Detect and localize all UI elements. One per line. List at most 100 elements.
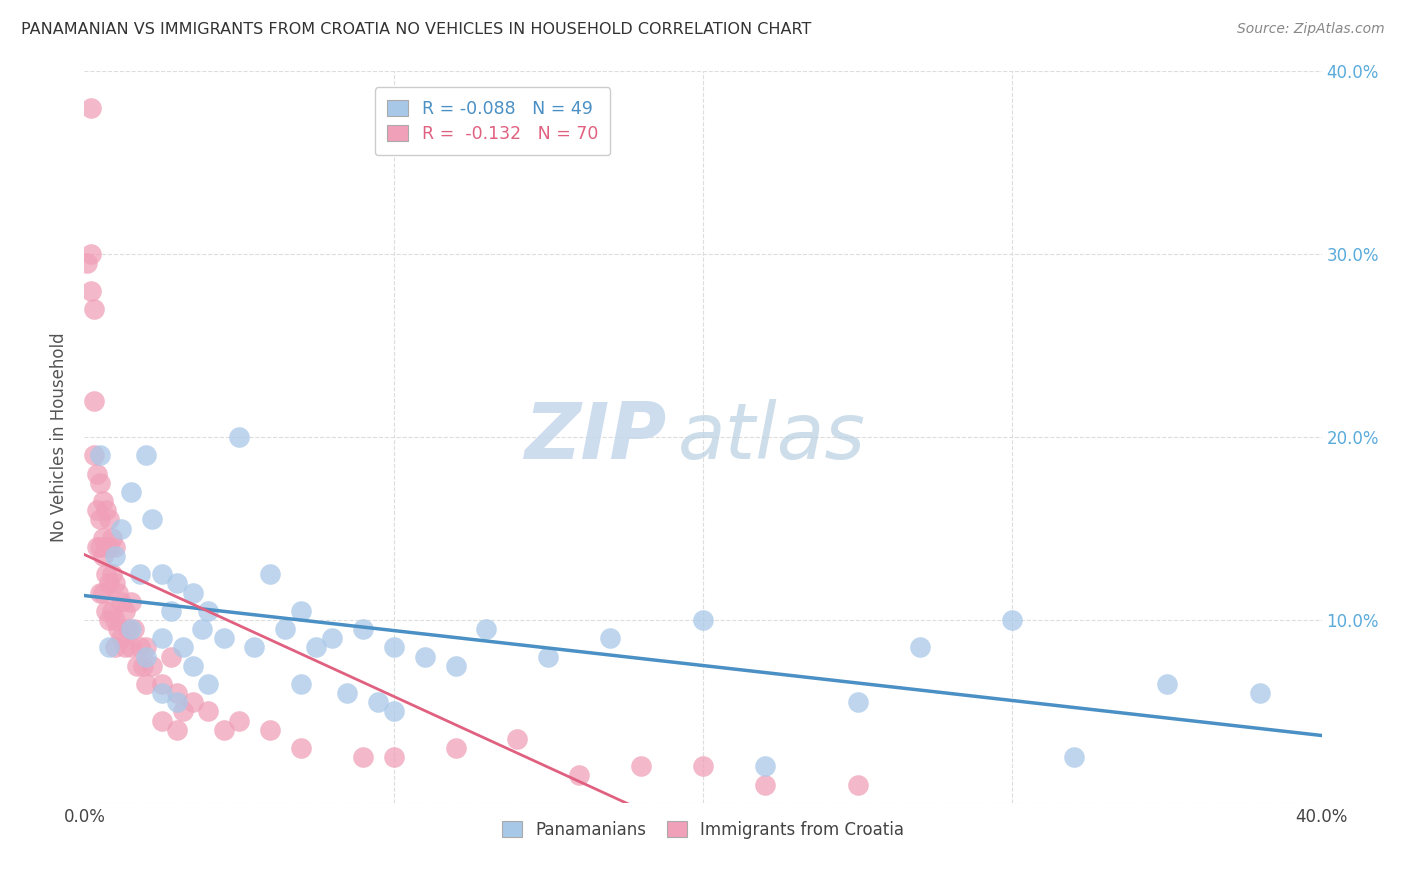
Point — [120, 640, 142, 655]
Point — [120, 622, 142, 636]
Point — [197, 705, 219, 719]
Point — [908, 640, 931, 655]
Point — [259, 567, 281, 582]
Point — [382, 705, 405, 719]
Point — [83, 448, 105, 462]
Point — [122, 622, 145, 636]
Point — [197, 677, 219, 691]
Point — [125, 658, 148, 673]
Point — [141, 658, 163, 673]
Point — [382, 640, 405, 655]
Point — [166, 576, 188, 591]
Point — [846, 695, 869, 709]
Point — [89, 540, 111, 554]
Point — [352, 622, 374, 636]
Point — [243, 640, 266, 655]
Y-axis label: No Vehicles in Household: No Vehicles in Household — [51, 332, 69, 542]
Point — [76, 256, 98, 270]
Point — [129, 640, 152, 655]
Point — [86, 467, 108, 481]
Point — [91, 585, 114, 599]
Point — [274, 622, 297, 636]
Point — [599, 632, 621, 646]
Point — [101, 604, 124, 618]
Point — [172, 640, 194, 655]
Point — [191, 622, 214, 636]
Point — [104, 540, 127, 554]
Point — [754, 778, 776, 792]
Point — [104, 576, 127, 591]
Point — [290, 604, 312, 618]
Point — [101, 531, 124, 545]
Point — [367, 695, 389, 709]
Point — [94, 503, 117, 517]
Point — [1063, 750, 1085, 764]
Point — [104, 549, 127, 563]
Point — [181, 585, 204, 599]
Point — [290, 740, 312, 755]
Point — [197, 604, 219, 618]
Point — [91, 531, 114, 545]
Point — [150, 677, 173, 691]
Point — [110, 521, 132, 535]
Point — [290, 677, 312, 691]
Point — [537, 649, 560, 664]
Point — [630, 759, 652, 773]
Point — [413, 649, 436, 664]
Point — [444, 740, 467, 755]
Point — [89, 448, 111, 462]
Point — [83, 393, 105, 408]
Point — [104, 640, 127, 655]
Point — [91, 494, 114, 508]
Point — [89, 475, 111, 490]
Point — [117, 622, 139, 636]
Point — [150, 632, 173, 646]
Point — [172, 705, 194, 719]
Point — [259, 723, 281, 737]
Point — [120, 594, 142, 608]
Point — [114, 640, 136, 655]
Text: PANAMANIAN VS IMMIGRANTS FROM CROATIA NO VEHICLES IN HOUSEHOLD CORRELATION CHART: PANAMANIAN VS IMMIGRANTS FROM CROATIA NO… — [21, 22, 811, 37]
Point — [150, 686, 173, 700]
Point — [692, 613, 714, 627]
Point — [101, 567, 124, 582]
Legend: Panamanians, Immigrants from Croatia: Panamanians, Immigrants from Croatia — [495, 814, 911, 846]
Point — [228, 714, 250, 728]
Point — [475, 622, 498, 636]
Point — [160, 604, 183, 618]
Point — [444, 658, 467, 673]
Point — [83, 301, 105, 317]
Point — [114, 604, 136, 618]
Point — [181, 695, 204, 709]
Point — [506, 731, 529, 746]
Point — [846, 778, 869, 792]
Point — [89, 512, 111, 526]
Point — [104, 613, 127, 627]
Point — [79, 101, 101, 115]
Point — [692, 759, 714, 773]
Point — [107, 585, 129, 599]
Point — [382, 750, 405, 764]
Point — [91, 549, 114, 563]
Point — [107, 622, 129, 636]
Point — [212, 723, 235, 737]
Point — [135, 640, 157, 655]
Point — [160, 649, 183, 664]
Point — [228, 430, 250, 444]
Point — [754, 759, 776, 773]
Point — [94, 540, 117, 554]
Point — [135, 649, 157, 664]
Point — [98, 576, 121, 591]
Point — [141, 512, 163, 526]
Point — [110, 594, 132, 608]
Point — [150, 714, 173, 728]
Point — [98, 613, 121, 627]
Point — [132, 658, 155, 673]
Point — [352, 750, 374, 764]
Point — [120, 485, 142, 500]
Text: atlas: atlas — [678, 399, 866, 475]
Point — [86, 503, 108, 517]
Point — [150, 567, 173, 582]
Point — [166, 695, 188, 709]
Point — [166, 686, 188, 700]
